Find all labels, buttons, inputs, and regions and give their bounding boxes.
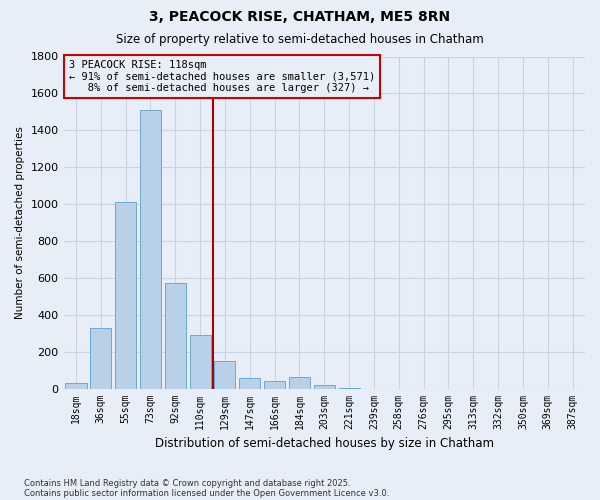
- Bar: [239, 378, 260, 388]
- Text: Size of property relative to semi-detached houses in Chatham: Size of property relative to semi-detach…: [116, 32, 484, 46]
- Bar: [190, 335, 211, 388]
- Bar: [264, 381, 285, 388]
- Text: Contains public sector information licensed under the Open Government Licence v3: Contains public sector information licen…: [24, 488, 389, 498]
- Bar: [214, 361, 235, 388]
- Bar: [90, 328, 112, 388]
- Bar: [314, 385, 335, 388]
- Bar: [140, 110, 161, 388]
- Y-axis label: Number of semi-detached properties: Number of semi-detached properties: [15, 126, 25, 319]
- Text: Contains HM Land Registry data © Crown copyright and database right 2025.: Contains HM Land Registry data © Crown c…: [24, 478, 350, 488]
- X-axis label: Distribution of semi-detached houses by size in Chatham: Distribution of semi-detached houses by …: [155, 437, 494, 450]
- Text: 3 PEACOCK RISE: 118sqm
← 91% of semi-detached houses are smaller (3,571)
   8% o: 3 PEACOCK RISE: 118sqm ← 91% of semi-det…: [69, 60, 375, 93]
- Bar: [289, 378, 310, 388]
- Bar: [115, 202, 136, 388]
- Bar: [65, 383, 86, 388]
- Text: 3, PEACOCK RISE, CHATHAM, ME5 8RN: 3, PEACOCK RISE, CHATHAM, ME5 8RN: [149, 10, 451, 24]
- Bar: [165, 284, 186, 389]
